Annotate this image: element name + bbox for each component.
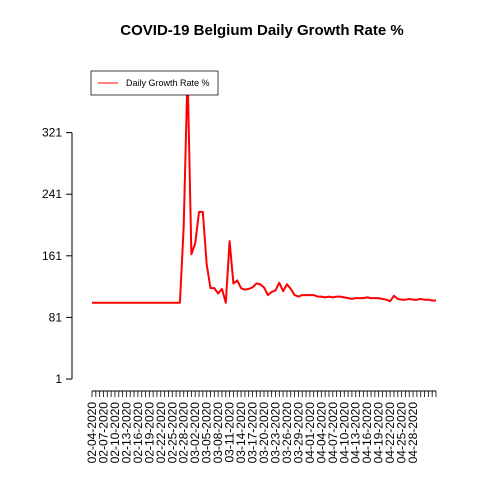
y-axis: 1 81 161 241 321 (42, 126, 73, 386)
x-tick-label: 04-01-2020 (303, 402, 317, 464)
x-tick-label: 03-11-2020 (223, 402, 237, 463)
legend-label: Daily Growth Rate % (126, 78, 210, 88)
x-axis: 02-04-202002-07-202002-10-202002-13-2020… (85, 390, 437, 464)
x-tick-label: 04-19-2020 (372, 402, 386, 464)
x-tick-label: 04-22-2020 (383, 402, 397, 464)
legend: Daily Growth Rate % (90, 70, 219, 96)
x-tick-label: 03-08-2020 (211, 402, 225, 464)
x-tick-label: 03-17-2020 (246, 402, 260, 464)
x-tick-label: 03-20-2020 (257, 402, 271, 464)
x-tick-label: 02-04-2020 (85, 402, 99, 464)
x-tick-label: 04-16-2020 (360, 402, 374, 464)
x-tick-label: 02-16-2020 (131, 402, 145, 464)
x-tick-label: 02-28-2020 (177, 402, 191, 464)
x-tick-label: 02-22-2020 (154, 402, 168, 464)
x-tick-label: 02-25-2020 (165, 402, 179, 464)
x-tick-label: 04-07-2020 (326, 402, 340, 464)
x-tick-label: 03-26-2020 (280, 402, 294, 464)
x-tick-label: 03-23-2020 (268, 402, 282, 464)
x-tick-label: 02-07-2020 (96, 402, 110, 464)
x-tick-label: 04-10-2020 (337, 402, 351, 464)
x-tick-label: 03-05-2020 (200, 402, 214, 464)
y-tick-label: 81 (49, 310, 63, 324)
x-tick-label: 04-28-2020 (406, 402, 420, 464)
y-tick-label: 1 (55, 372, 62, 386)
y-tick-label: 321 (42, 126, 62, 140)
chart-title: COVID-19 Belgium Daily Growth Rate % (120, 22, 403, 39)
x-tick-label: 03-29-2020 (291, 402, 305, 464)
x-tick-label: 02-19-2020 (142, 402, 156, 464)
y-tick-label: 161 (42, 249, 62, 263)
x-tick-label: 03-14-2020 (234, 402, 248, 464)
x-tick-label: 04-04-2020 (314, 402, 328, 464)
x-tick-label: 02-13-2020 (119, 402, 133, 464)
x-tick-label: 03-02-2020 (188, 402, 202, 464)
x-tick-label: 02-10-2020 (108, 402, 122, 464)
x-tick-label: 04-25-2020 (395, 402, 409, 464)
series-line-daily-growth-rate (92, 70, 436, 304)
y-tick-label: 241 (42, 187, 62, 201)
x-tick-label: 04-13-2020 (349, 402, 363, 464)
